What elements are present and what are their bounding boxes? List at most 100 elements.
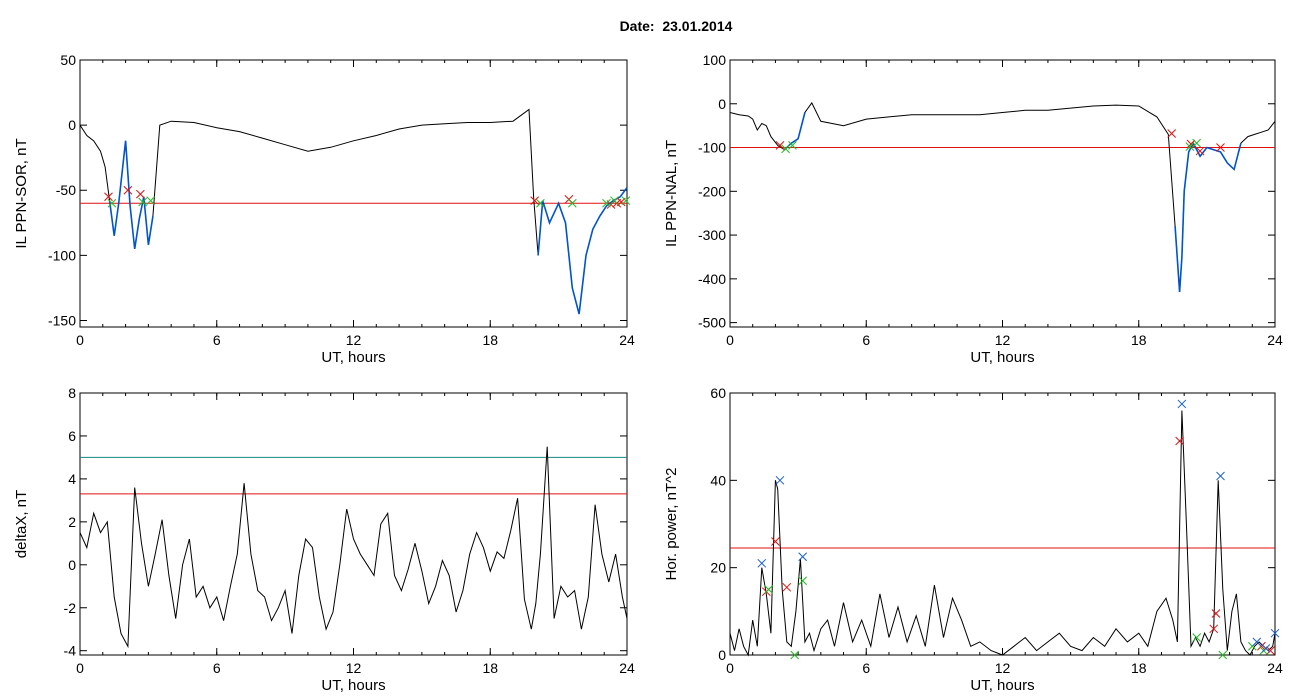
y-tick-label: 8 [68, 385, 76, 401]
y-tick-label: 0 [718, 647, 726, 663]
x-tick-label: 18 [1131, 332, 1147, 348]
start-marker [104, 192, 113, 202]
y-tick-label: -4 [64, 643, 77, 659]
plot-frame [729, 59, 1276, 328]
x-tick-label: 0 [726, 332, 734, 348]
start-marker [1175, 436, 1184, 446]
y-tick-label: -400 [698, 271, 726, 287]
peak-marker-stroke-b [1216, 471, 1225, 481]
y-tick-label: -150 [48, 312, 76, 328]
end-marker [790, 650, 800, 660]
peak-marker-stroke-b [757, 558, 767, 568]
end-marker [610, 196, 619, 206]
disturbed-segment [783, 112, 806, 151]
start-marker [1195, 146, 1205, 156]
peak-marker [1252, 637, 1262, 647]
start-marker-stroke-b [1216, 143, 1225, 152]
plot-frame [79, 392, 628, 656]
series-line [729, 410, 1276, 657]
end-marker-stroke-b [788, 140, 797, 150]
end-marker [146, 196, 156, 206]
x-tick-label: 6 [213, 660, 221, 676]
y-tick-label: 100 [703, 52, 727, 68]
end-marker [1192, 138, 1202, 148]
start-marker [782, 582, 792, 592]
disturbed-segment [108, 140, 154, 250]
end-marker-stroke-b [790, 650, 800, 660]
y-tick-label: 0 [68, 117, 76, 133]
y-tick-label: -100 [698, 140, 726, 156]
start-marker-stroke-b [1209, 624, 1219, 634]
peak-marker [1177, 399, 1187, 409]
x-tick-label: 24 [1267, 332, 1283, 348]
disturbed-segment [537, 187, 628, 315]
end-marker-stroke-b [781, 144, 790, 154]
end-marker [536, 198, 545, 208]
start-marker-stroke-b [1186, 139, 1196, 149]
end-marker-stroke-b [610, 196, 619, 206]
start-marker-stroke-b [1266, 646, 1275, 655]
y-axis-label: Hor. power, nT^2 [663, 468, 680, 581]
end-marker [107, 198, 117, 208]
end-marker-stroke-b [107, 198, 117, 208]
x-tick-label: 12 [995, 332, 1011, 348]
x-tick-label: 0 [76, 660, 84, 676]
x-tick-label: 6 [862, 660, 870, 676]
start-marker [136, 189, 145, 199]
plot-frame [79, 59, 628, 328]
x-tick-label: 24 [619, 332, 635, 348]
end-marker [602, 198, 611, 208]
x-tick-label: 18 [1131, 660, 1147, 676]
plot-frame [729, 392, 1276, 656]
y-tick-label: -50 [56, 182, 76, 198]
end-marker-stroke-b [567, 198, 577, 208]
start-marker-stroke-b [104, 192, 113, 202]
start-marker-stroke-b [1195, 146, 1205, 156]
x-tick-label: 6 [862, 332, 870, 348]
chart-panel-1: 0 6 12 18 24 -150 -100 -50 0 50 UT, hours IL PPN-SO… [13, 52, 635, 366]
end-marker-stroke-b [146, 196, 156, 206]
y-tick-label: -200 [698, 183, 726, 199]
y-axis-label: deltaX, nT [13, 490, 30, 558]
start-marker-stroke-b [1211, 609, 1221, 618]
end-marker-stroke-b [1218, 650, 1228, 660]
end-marker-stroke-b [1185, 142, 1195, 152]
x-axis-label: UT, hours [321, 349, 385, 366]
x-tick-label: 0 [726, 660, 734, 676]
end-marker [138, 197, 148, 207]
end-marker-stroke-b [1192, 633, 1202, 642]
start-marker [123, 185, 133, 195]
chart-panel-4: 0 6 12 18 24 0 20 40 60 UT, hours Hor. power, nT^2 [663, 385, 1283, 694]
peak-marker [1216, 471, 1225, 481]
peak-marker-stroke-b [1270, 628, 1280, 638]
x-tick-label: 12 [346, 660, 362, 676]
peak-marker-stroke-b [775, 475, 785, 485]
peak-marker-stroke-b [798, 552, 808, 562]
peak-marker [1261, 644, 1271, 653]
x-tick-label: 12 [995, 660, 1011, 676]
x-tick-label: 12 [346, 332, 362, 348]
start-marker-stroke-b [771, 537, 780, 546]
peak-marker [798, 552, 808, 562]
start-marker-stroke-b [782, 582, 792, 592]
end-marker [1185, 142, 1195, 152]
end-marker-stroke-b [798, 576, 808, 586]
disturbed-segment [1174, 141, 1242, 293]
x-tick-label: 24 [1267, 660, 1283, 676]
peak-marker [757, 558, 767, 568]
start-marker-stroke-b [1167, 129, 1177, 138]
figure-title: Date: 23.01.2014 [619, 18, 733, 34]
y-tick-label: 6 [68, 428, 76, 444]
end-marker-stroke-b [138, 197, 148, 207]
end-marker [567, 198, 577, 208]
start-marker [1209, 624, 1219, 634]
y-tick-label: -300 [698, 227, 726, 243]
y-tick-label: -500 [698, 315, 726, 331]
y-tick-label: 20 [710, 560, 726, 576]
end-marker [621, 196, 631, 206]
series-line [79, 446, 628, 649]
y-tick-label: 40 [710, 472, 726, 488]
end-marker-stroke-b [536, 198, 545, 208]
end-marker-stroke-b [621, 196, 631, 206]
